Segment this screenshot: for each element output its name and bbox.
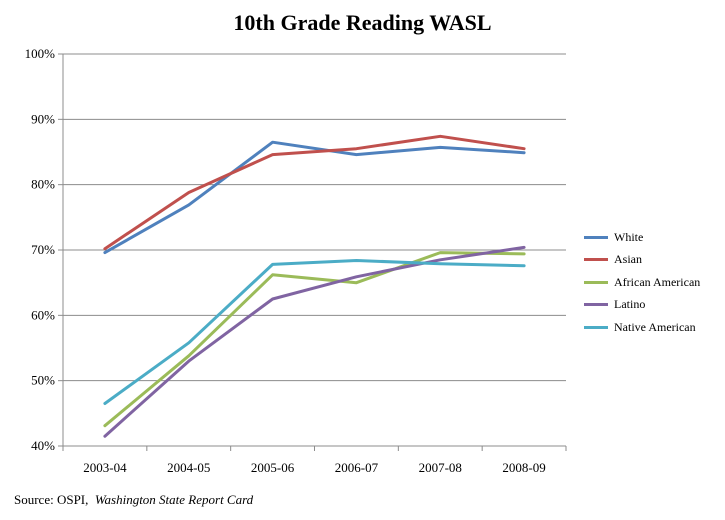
chart-title: 10th Grade Reading WASL bbox=[233, 10, 492, 35]
legend-item-white: White bbox=[584, 226, 700, 249]
y-tick-label: 60% bbox=[31, 307, 55, 322]
y-tick-label: 70% bbox=[31, 242, 55, 257]
y-tick-label: 50% bbox=[31, 373, 55, 388]
x-tick-label: 2005-06 bbox=[251, 460, 295, 475]
legend-item-asian: Asian bbox=[584, 249, 700, 272]
legend-label: Asian bbox=[614, 252, 642, 267]
x-tick-label: 2004-05 bbox=[167, 460, 210, 475]
legend-item-african-american: African American bbox=[584, 271, 700, 294]
source-note: Source: OSPI, Washington State Report Ca… bbox=[14, 492, 253, 508]
x-tick-label: 2006-07 bbox=[335, 460, 379, 475]
legend-label: White bbox=[614, 229, 644, 244]
legend-swatch bbox=[584, 280, 608, 284]
series-line-latino bbox=[103, 245, 526, 438]
y-tick-label: 80% bbox=[31, 177, 55, 192]
legend-swatch bbox=[584, 258, 608, 262]
series-line-white bbox=[103, 140, 526, 255]
legend-label: Native American bbox=[614, 319, 696, 334]
legend-label: Latino bbox=[614, 297, 646, 312]
x-tick-label: 2003-04 bbox=[83, 460, 127, 475]
legend-swatch bbox=[584, 235, 608, 239]
series-line-native-american bbox=[103, 259, 526, 405]
x-tick-label: 2008-09 bbox=[502, 460, 545, 475]
y-tick-label: 90% bbox=[31, 111, 55, 126]
source-prefix: Source: OSPI, bbox=[14, 492, 89, 507]
source-italic: Washington State Report Card bbox=[94, 492, 254, 507]
legend-item-native-american: Native American bbox=[584, 316, 700, 339]
y-tick-label: 100% bbox=[25, 46, 56, 61]
legend-label: African American bbox=[614, 274, 701, 289]
legend-swatch bbox=[584, 303, 608, 307]
y-tick-label: 40% bbox=[31, 438, 55, 453]
series-line-asian bbox=[103, 134, 526, 251]
legend-item-latino: Latino bbox=[584, 294, 700, 317]
chart-legend: White Asian African American Latino Native A… bbox=[584, 226, 700, 339]
x-tick-label: 2007-08 bbox=[419, 460, 462, 475]
series-line-african-american bbox=[103, 251, 526, 428]
legend-swatch bbox=[584, 325, 608, 329]
